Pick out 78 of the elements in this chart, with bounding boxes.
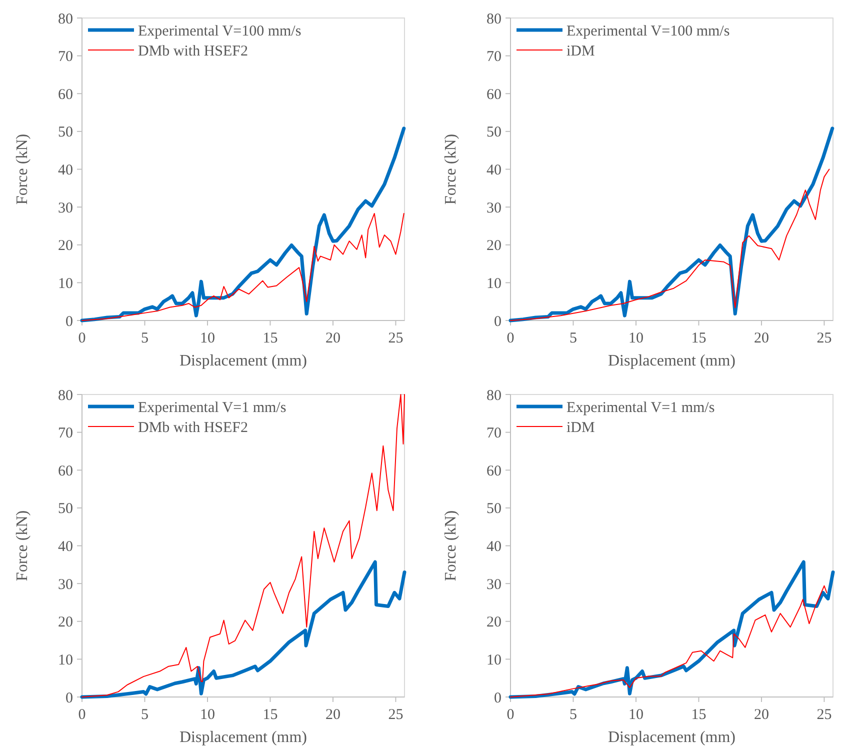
y-tick-label: 0	[66, 690, 73, 706]
y-tick-label: 70	[58, 49, 73, 66]
y-tick-label: 0	[66, 314, 73, 330]
x-axis-title: Displacement (mm)	[179, 729, 308, 746]
y-tick-label: 60	[486, 86, 502, 103]
y-tick-label: 10	[486, 652, 502, 668]
line-series	[510, 168, 830, 321]
y-tick-label: 40	[58, 162, 73, 178]
x-tick-label: 25	[816, 330, 832, 346]
y-axis-title: Force (kN)	[442, 510, 460, 582]
x-tick-label: 20	[754, 330, 769, 346]
x-tick-label: 10	[628, 330, 644, 346]
x-tick-label: 15	[691, 330, 706, 346]
y-tick-label: 40	[486, 539, 502, 555]
x-tick-label: 25	[388, 330, 404, 346]
legend-label: iDM	[566, 420, 595, 436]
y-axis-title: Force (kN)	[14, 510, 31, 582]
x-tick-label: 0	[78, 330, 86, 346]
y-tick-label: 60	[58, 463, 73, 480]
y-tick-label: 80	[486, 11, 502, 28]
y-tick-label: 70	[58, 426, 73, 442]
y-tick-label: 60	[486, 463, 502, 480]
y-tick-label: 20	[58, 614, 73, 631]
x-tick-label: 25	[816, 707, 832, 723]
legend-label: DMb with HSEF2	[138, 43, 248, 60]
x-tick-label: 15	[691, 707, 706, 723]
legend-label: Experimental V=1 mm/s	[138, 400, 286, 416]
x-tick-label: 0	[506, 707, 514, 723]
x-tick-label: 0	[78, 707, 86, 723]
y-tick-label: 50	[58, 501, 73, 518]
x-tick-label: 15	[262, 330, 278, 346]
y-tick-label: 10	[58, 276, 73, 292]
x-tick-label: 20	[325, 330, 340, 346]
y-tick-label: 20	[486, 238, 502, 254]
x-tick-label: 0	[506, 330, 514, 346]
legend-label: DMb with HSEF2	[138, 420, 248, 436]
y-tick-label: 50	[58, 124, 73, 141]
y-axis-title: Force (kN)	[14, 134, 31, 205]
y-tick-label: 50	[486, 501, 502, 518]
y-tick-label: 30	[58, 576, 73, 593]
x-tick-label: 20	[325, 707, 340, 723]
x-axis-title: Displacement (mm)	[608, 729, 736, 746]
y-tick-label: 80	[58, 11, 73, 28]
legend-label: Experimental V=1 mm/s	[566, 400, 715, 416]
x-tick-label: 5	[569, 330, 577, 346]
x-tick-label: 10	[200, 330, 215, 346]
x-tick-label: 20	[754, 707, 769, 723]
legend-label: Experimental V=100 mm/s	[566, 23, 730, 40]
y-tick-label: 30	[58, 200, 73, 216]
y-tick-label: 20	[58, 238, 73, 254]
y-tick-label: 10	[58, 652, 73, 668]
x-tick-label: 10	[200, 707, 215, 723]
legend-label: Experimental V=100 mm/s	[138, 23, 302, 40]
y-tick-label: 40	[58, 539, 73, 555]
y-tick-label: 80	[58, 388, 73, 404]
x-axis-title: Displacement (mm)	[608, 352, 736, 370]
line-series	[510, 585, 828, 698]
y-tick-label: 20	[486, 614, 502, 631]
x-tick-label: 5	[569, 707, 577, 723]
y-tick-label: 40	[486, 162, 502, 178]
x-tick-label: 5	[140, 330, 148, 346]
y-tick-label: 50	[486, 124, 502, 141]
y-axis-title: Force (kN)	[442, 134, 460, 205]
x-tick-label: 25	[388, 707, 404, 723]
y-tick-label: 0	[494, 314, 502, 330]
x-tick-label: 5	[140, 707, 148, 723]
y-tick-label: 30	[486, 200, 502, 216]
y-tick-label: 60	[58, 86, 73, 103]
y-tick-label: 80	[486, 388, 502, 404]
legend-label: iDM	[566, 43, 595, 60]
y-tick-label: 30	[486, 576, 502, 593]
y-tick-label: 70	[486, 426, 502, 442]
y-tick-label: 0	[494, 690, 502, 706]
x-tick-label: 10	[628, 707, 644, 723]
x-axis-title: Displacement (mm)	[179, 352, 308, 370]
y-tick-label: 10	[486, 276, 502, 292]
y-tick-label: 70	[486, 49, 502, 66]
x-tick-label: 15	[262, 707, 278, 723]
